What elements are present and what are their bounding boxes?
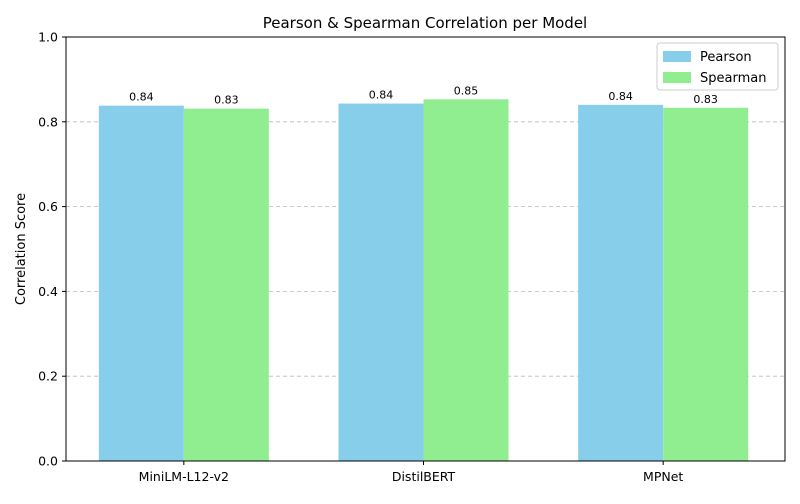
bar-value-label: 0.84 bbox=[369, 89, 394, 102]
bar-value-label: 0.83 bbox=[693, 93, 718, 106]
chart-title: Pearson & Spearman Correlation per Model bbox=[263, 14, 587, 32]
bar-spearman bbox=[663, 107, 749, 462]
x-tick-label: MiniLM-L12-v2 bbox=[139, 469, 229, 484]
legend-label-spearman: Spearman bbox=[700, 71, 766, 86]
bar-value-label: 0.85 bbox=[454, 84, 479, 97]
bar-pearson bbox=[338, 103, 424, 462]
y-tick-label: 0.2 bbox=[38, 369, 58, 384]
y-axis-label: Correlation Score bbox=[14, 193, 29, 305]
y-tick-label: 0.8 bbox=[38, 114, 58, 129]
bar-value-label: 0.84 bbox=[129, 91, 154, 104]
bar-spearman bbox=[183, 108, 269, 461]
y-tick-label: 0.4 bbox=[38, 284, 58, 299]
legend-label-pearson: Pearson bbox=[700, 50, 752, 65]
x-axis-ticks: MiniLM-L12-v2 DistilBERT MPNet bbox=[139, 461, 683, 484]
x-tick-label: MPNet bbox=[643, 469, 683, 484]
legend: Pearson Spearman bbox=[656, 42, 779, 91]
data-labels: 0.84 0.83 0.84 0.85 0.84 0.83 bbox=[129, 84, 718, 106]
legend-swatch-pearson bbox=[663, 51, 691, 62]
legend-swatch-spearman bbox=[663, 72, 691, 83]
y-tick-label: 0.0 bbox=[38, 454, 58, 469]
bar-value-label: 0.84 bbox=[608, 90, 633, 103]
y-axis-ticks: 0.0 0.2 0.4 0.6 0.8 1.0 bbox=[38, 30, 66, 469]
plot-frame bbox=[65, 36, 786, 462]
bar-pearson bbox=[578, 104, 664, 461]
bar-spearman bbox=[423, 99, 509, 461]
y-tick-label: 0.6 bbox=[38, 199, 58, 214]
bars bbox=[98, 99, 749, 462]
x-tick-label: DistilBERT bbox=[392, 469, 456, 484]
y-tick-label: 1.0 bbox=[38, 30, 58, 45]
bar-pearson bbox=[98, 105, 184, 462]
bar-value-label: 0.83 bbox=[214, 94, 239, 107]
